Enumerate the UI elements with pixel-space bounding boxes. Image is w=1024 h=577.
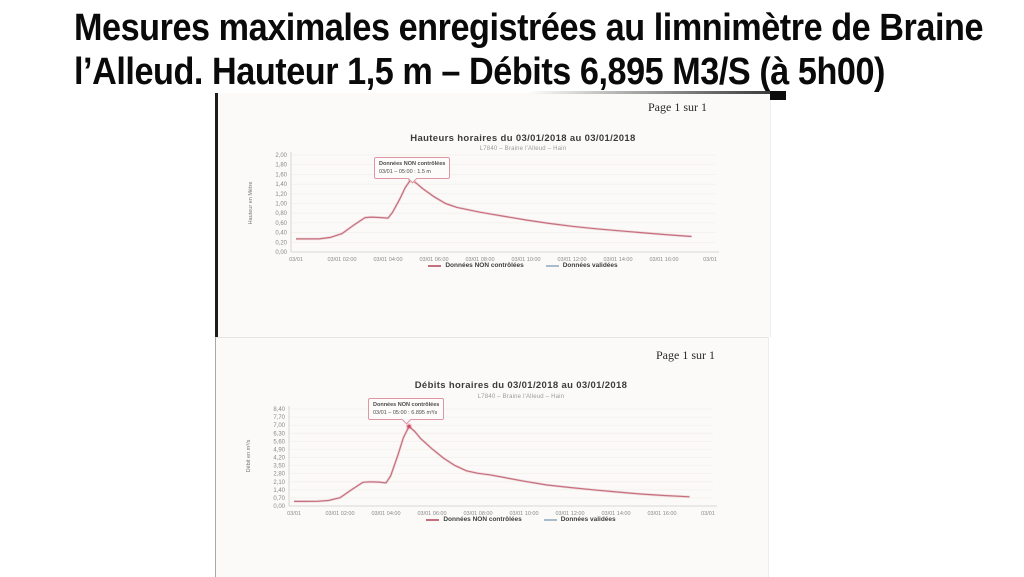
y-tick-label: 8,40 [273, 407, 285, 413]
chart-plot-svg: 2,00 1,80 1,60 1,40 1,20 1,00 0,80 0,60 0,40 0,20… [275, 152, 719, 263]
x-tick-label: 03/01 16:00 [649, 257, 678, 263]
x-tick-label: 03/01 02:00 [327, 257, 356, 263]
peak-annotation-box: Données NON contrôlées 03/01 – 05:00 : 6… [368, 398, 445, 424]
slide-title-line-2: l’Alleud. Hauteur 1,5 m – Débits 6,895 M… [74, 51, 885, 93]
y-tick-label: 4,90 [273, 447, 285, 453]
x-tick-label: 03/01 16:00 [647, 511, 676, 517]
legend-item: Données NON contrôlées [426, 516, 522, 523]
y-tick-label: 1,60 [275, 172, 287, 178]
y-tick-label: 0,80 [275, 211, 287, 217]
legend-label: Données NON contrôlées [443, 516, 522, 523]
slide-title-line-1: Mesures maximales enregistrées au limnim… [74, 7, 984, 49]
peak-annotation-box: Données NON contrôlées 03/01 – 05:00 : 1… [374, 157, 451, 183]
peak-marker [407, 424, 411, 429]
chart-subtitle-station: L7840 – Braine l'Alleud – Hain [479, 146, 567, 152]
y-tick-label: 0,40 [275, 231, 287, 237]
y-tick-label: 3,50 [273, 464, 285, 470]
x-tick-label: 03/01 [703, 257, 717, 263]
slide-title: Mesures maximales enregistrées au limnim… [74, 6, 984, 94]
x-tick-label: 03/01 04:00 [373, 257, 402, 263]
page-number-label: Page 1 sur 1 [648, 100, 707, 114]
y-tick-label: 1,40 [275, 182, 287, 188]
chart-title-hauteurs: Hauteurs horaires du 03/01/2018 au 03/01… [410, 133, 636, 144]
y-tick-label: 7,70 [273, 415, 285, 421]
x-tick-label: 03/01 14:00 [603, 257, 632, 263]
chart-title-debits: Débits horaires du 03/01/2018 au 03/01/2… [414, 380, 628, 391]
y-tick-label: 0,70 [273, 496, 285, 502]
legend-label: Données validées [560, 516, 616, 523]
scanned-page-debits: Page 1 sur 1 Débits horaires du 03/01/20… [215, 337, 769, 577]
page-number-label: Page 1 sur 1 [656, 348, 715, 362]
y-tick-label: 0,00 [275, 250, 287, 256]
peak-annotation-value: 03/01 – 05:00 : 1.5 m [379, 169, 431, 175]
y-tick-label: 4,20 [273, 456, 285, 462]
peak-annotation-title: Données NON contrôlées [379, 161, 446, 167]
scan-corner-artifact [770, 91, 786, 100]
chart-legend: Données NON contrôlées Données validées [278, 262, 768, 269]
scanned-page-hauteurs: Page 1 sur 1 Hauteurs horaires du 03/01/… [215, 91, 786, 337]
scan-edge-artifact [528, 91, 771, 94]
legend-item: Données validées [545, 262, 618, 269]
series-line [294, 425, 690, 502]
x-tick-label: 03/01 08:00 [465, 257, 494, 263]
legend-swatch [545, 264, 559, 267]
x-tick-label: 03/01 02:00 [325, 511, 354, 517]
legend-label: Données NON contrôlées [445, 262, 524, 269]
x-tick-label: 03/01 10:00 [511, 257, 540, 263]
legend-swatch [543, 518, 557, 521]
legend-label: Données validées [562, 262, 618, 269]
y-tick-label: 1,40 [273, 488, 285, 494]
legend-item: Données validées [543, 516, 616, 523]
x-tick-label: 03/01 [287, 511, 301, 517]
x-tick-label: 03/01 10:00 [509, 511, 538, 517]
x-tick-label: 03/01 04:00 [371, 511, 400, 517]
series-line [296, 178, 692, 240]
chart-plot-svg: 8,40 7,70 7,00 6,30 5,60 4,90 4,20 3,50 2,80 2,10… [273, 406, 717, 517]
legend-swatch [428, 264, 442, 267]
x-tick-label: 03/01 [289, 257, 303, 263]
y-tick-label: 7,00 [273, 423, 285, 429]
legend-item: Données NON contrôlées [428, 262, 524, 269]
x-tick-label: 03/01 [701, 511, 715, 517]
y-tick-label: 1,20 [275, 192, 287, 198]
legend-swatch [426, 518, 440, 521]
peak-annotation-title: Données NON contrôlées [373, 402, 440, 408]
chart-legend: Données NON contrôlées Données validées [276, 516, 766, 523]
series-line-halo [296, 178, 692, 241]
y-tick-label: 1,80 [275, 163, 287, 169]
x-tick-label: 03/01 14:00 [601, 511, 630, 517]
x-tick-label: 03/01 06:00 [419, 257, 448, 263]
x-tick-label: 03/01 12:00 [555, 511, 584, 517]
x-tick-label: 03/01 08:00 [463, 511, 492, 517]
y-tick-label: 0,20 [275, 240, 287, 246]
y-tick-label: 1,00 [275, 202, 287, 208]
peak-annotation-value: 03/01 – 05:00 : 6.895 m³/s [373, 410, 438, 416]
y-tick-label: 2,80 [273, 472, 285, 478]
chart-subtitle-station: L7840 – Braine l'Alleud – Hain [477, 394, 565, 400]
y-tick-label: 0,00 [273, 504, 285, 510]
y-tick-label: 2,10 [273, 480, 285, 486]
y-tick-label: 5,60 [273, 439, 285, 445]
x-tick-label: 03/01 12:00 [557, 257, 586, 263]
y-tick-label: 0,60 [275, 221, 287, 227]
y-tick-label: 2,00 [275, 153, 287, 159]
y-tick-label: 6,30 [273, 431, 285, 437]
x-tick-label: 03/01 06:00 [417, 511, 446, 517]
